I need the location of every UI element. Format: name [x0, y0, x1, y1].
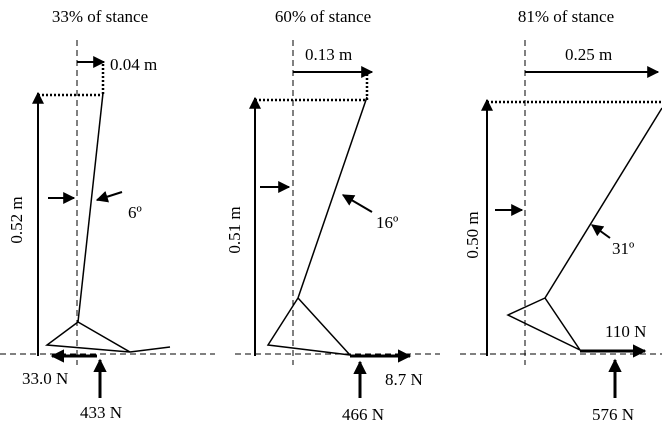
panel-title: 81% of stance	[518, 7, 614, 26]
panel: 60% of stance 0.13 m 0.51 m 16º 8.7 N 46…	[225, 7, 440, 424]
horizontal-force: 33.0 N	[22, 369, 68, 388]
vertical-force: 576 N	[592, 405, 634, 424]
panel-title: 60% of stance	[275, 7, 371, 26]
angle-label: 31º	[612, 239, 634, 258]
height-label: 0.51 m	[225, 206, 244, 253]
offset-label: 0.13 m	[305, 45, 352, 64]
panel: 81% of stance 0.25 m 0.50 m 31º 110 N 57…	[460, 7, 662, 424]
angle-label: 6º	[128, 203, 142, 222]
offset-label: 0.04 m	[110, 55, 157, 74]
panel: 33% of stance 0.04 m 0.52 m 6º 33.0 N 43…	[0, 7, 215, 422]
vertical-force: 433 N	[80, 403, 122, 422]
panel-title: 33% of stance	[52, 7, 148, 26]
height-label: 0.50 m	[463, 211, 482, 258]
offset-label: 0.25 m	[565, 45, 612, 64]
vertical-force: 466 N	[342, 405, 384, 424]
horizontal-force: 8.7 N	[385, 370, 423, 389]
horizontal-force: 110 N	[605, 322, 646, 341]
angle-label: 16º	[376, 213, 398, 232]
height-label: 0.52 m	[7, 196, 26, 243]
